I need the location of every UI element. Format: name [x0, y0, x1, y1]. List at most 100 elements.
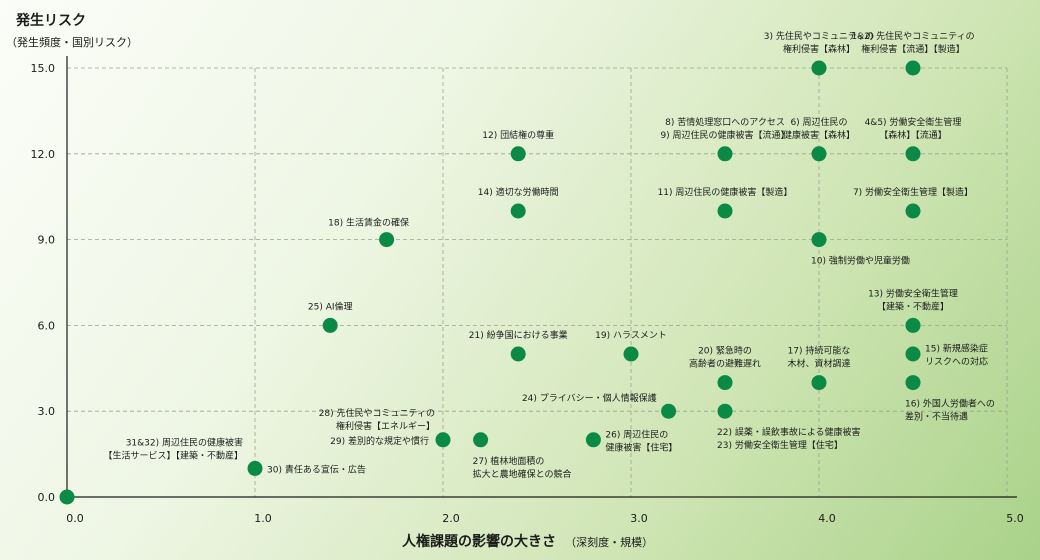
- y-tick-label: 6.0: [38, 319, 56, 332]
- x-tick-labels: 0.0 1.0 2.0 3.0 4.0 5.0: [66, 512, 1024, 525]
- point-label: 3) 先住民やコミュニティの権利侵害【森林】: [764, 30, 875, 55]
- point-label: 22) 誤薬・誤飲事故による健康被害 23) 労働安全衛生管理【住宅】: [717, 426, 861, 451]
- point-label-line: 29) 差別的な規定や慣行: [330, 435, 429, 447]
- y-tick-label: 0.0: [38, 491, 56, 504]
- point-label-line: 14) 適切な労働時間: [478, 186, 559, 198]
- data-point: [379, 232, 395, 248]
- data-point: [811, 146, 827, 162]
- point-label-line: リスクへの対応: [925, 356, 988, 368]
- data-point: [905, 146, 921, 162]
- point-label: 15) 新規感染症リスクへの対応: [925, 343, 988, 368]
- data-point: [717, 203, 733, 219]
- point-label-line: 27) 植林地面積の: [473, 455, 545, 467]
- point-label-line: 拡大と農地確保との競合: [473, 468, 572, 480]
- data-point: [717, 403, 733, 419]
- point-label-line: 20) 緊急時の: [698, 345, 752, 357]
- point-label-line: 【森林】【流通】: [879, 129, 947, 141]
- data-point: [510, 346, 526, 362]
- data-points: [59, 60, 921, 505]
- point-label-line: 権利侵害【流通】【製造】: [861, 43, 965, 55]
- point-label-line: 高齢者の避難遅れ: [689, 358, 761, 370]
- point-label-line: 13) 労働安全衛生管理: [868, 287, 958, 299]
- point-label: 21) 紛争国における事業: [469, 329, 568, 341]
- point-label-line: 31&32) 周辺住民の健康被害: [126, 436, 243, 448]
- point-label-line: 10) 強制労働や児童労働: [811, 255, 910, 267]
- point-label: 6) 周辺住民の健康被害【森林】: [783, 116, 855, 141]
- point-label: 28) 先住民やコミュニティの権利侵害【エネルギー】: [319, 407, 435, 432]
- point-label: 24) プライバシー・個人情報保護: [522, 392, 657, 404]
- point-label-line: 30) 責任ある宣伝・広告: [267, 463, 366, 475]
- y-axis-subtitle: （発生頻度・国別リスク）: [6, 35, 138, 49]
- point-label-line: 17) 持続可能な: [788, 345, 851, 357]
- point-label: 20) 緊急時の高齢者の避難遅れ: [689, 345, 761, 370]
- data-point: [905, 375, 921, 391]
- point-label: 13) 労働安全衛生管理【建築・不動産】: [868, 287, 958, 312]
- point-label-line: 16) 外国人労働者への: [905, 398, 995, 410]
- x-axis-title-main: 人権課題の影響の大きさ: [402, 533, 556, 550]
- data-point: [811, 375, 827, 391]
- x-tick-label: 1.0: [254, 512, 272, 525]
- point-label-line: 権利侵害【エネルギー】: [336, 420, 435, 432]
- point-label: 16) 外国人労働者への差別・不当待遇: [905, 398, 995, 423]
- point-label-line: 28) 先住民やコミュニティの: [319, 407, 435, 419]
- data-point: [59, 489, 75, 505]
- data-point: [661, 403, 677, 419]
- point-label: 11) 周辺住民の健康被害【製造】: [658, 186, 793, 198]
- data-point: [811, 232, 827, 248]
- point-label: 18) 生活賃金の確保: [328, 217, 409, 229]
- y-tick-label: 12.0: [31, 148, 56, 161]
- data-point: [717, 146, 733, 162]
- point-label: 19) ハラスメント: [595, 330, 667, 341]
- data-point: [623, 346, 639, 362]
- data-point: [905, 60, 921, 76]
- point-labels: 31&32) 周辺住民の健康被害【生活サービス】【建築・不動産】 30) 責任ある…: [103, 30, 994, 480]
- y-tick-label: 15.0: [31, 62, 56, 75]
- data-point: [905, 346, 921, 362]
- point-label-line: 24) プライバシー・個人情報保護: [522, 392, 657, 404]
- point-label-line: 21) 紛争国における事業: [469, 329, 568, 341]
- point-label-line: 【建築・不動産】: [877, 300, 949, 312]
- point-label-line: 健康被害【森林】: [783, 129, 855, 141]
- point-label-line: 15) 新規感染症: [925, 343, 988, 355]
- data-point: [510, 146, 526, 162]
- point-label-line: 健康被害【住宅】: [605, 441, 677, 453]
- point-label-line: 22) 誤薬・誤飲事故による健康被害: [717, 426, 861, 438]
- point-label: 10) 強制労働や児童労働: [811, 255, 910, 267]
- grid-lines: [67, 67, 1008, 497]
- y-tick-label: 9.0: [38, 234, 56, 247]
- point-label: 14) 適切な労働時間: [478, 186, 559, 198]
- point-label: 26) 周辺住民の健康被害【住宅】: [605, 428, 677, 453]
- x-tick-label: 0.0: [66, 512, 84, 525]
- point-label: 31&32) 周辺住民の健康被害【生活サービス】【建築・不動産】: [103, 436, 243, 461]
- point-label-line: 7) 労働安全衛生管理【製造】: [853, 186, 973, 198]
- data-point: [510, 203, 526, 219]
- data-point: [247, 460, 263, 476]
- data-point: [905, 203, 921, 219]
- point-label: 4&5) 労働安全衛生管理【森林】【流通】: [865, 116, 962, 141]
- point-label-line: 18) 生活賃金の確保: [328, 217, 409, 229]
- point-label: 25) AI倫理: [308, 300, 353, 312]
- data-point: [905, 317, 921, 333]
- point-label-line: 8) 苦情処理窓口へのアクセス: [665, 116, 785, 128]
- point-label-line: 12) 団結権の尊重: [482, 129, 554, 141]
- point-label-line: 25) AI倫理: [308, 300, 353, 312]
- point-label-line: 6) 周辺住民の: [790, 116, 847, 128]
- y-tick-labels: 0.0 3.0 6.0 9.0 12.0 15.0: [31, 62, 56, 504]
- point-label: 29) 差別的な規定や慣行: [330, 435, 429, 447]
- point-label-line: 1&2) 先住民やコミュニティの: [851, 30, 974, 42]
- point-label-line: 3) 先住民やコミュニティの: [764, 30, 875, 42]
- data-point: [811, 60, 827, 76]
- x-axis-title: 人権課題の影響の大きさ （深刻度・規模）: [402, 531, 653, 550]
- data-point: [473, 432, 489, 448]
- point-label-line: 19) ハラスメント: [595, 330, 667, 341]
- x-tick-label: 4.0: [818, 512, 836, 525]
- point-label: 12) 団結権の尊重: [482, 129, 554, 141]
- point-label: 7) 労働安全衛生管理【製造】: [853, 186, 973, 198]
- point-label-line: 【生活サービス】【建築・不動産】: [103, 449, 243, 461]
- point-label: 8) 苦情処理窓口へのアクセス 9) 周辺住民の健康被害【流通】: [660, 116, 789, 141]
- x-tick-label: 5.0: [1006, 512, 1024, 525]
- point-label-line: 4&5) 労働安全衛生管理: [865, 116, 962, 128]
- point-label-line: 9) 周辺住民の健康被害【流通】: [660, 129, 789, 141]
- point-label-line: 差別・不当待遇: [905, 411, 968, 423]
